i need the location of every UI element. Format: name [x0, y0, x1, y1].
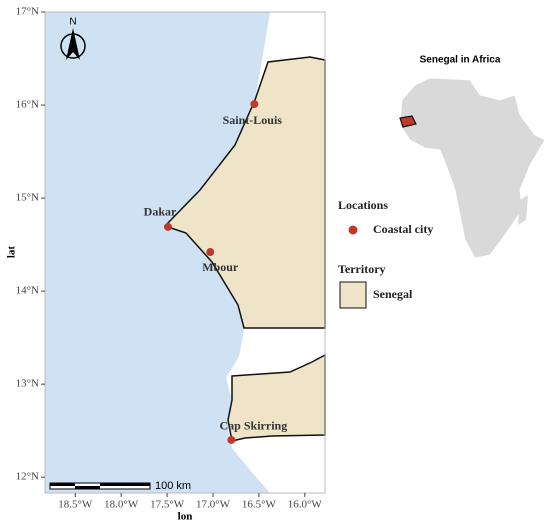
inset-title: Senegal in Africa: [420, 55, 501, 66]
y-axis-title: lat: [6, 246, 18, 259]
africa: [399, 77, 546, 259]
x-tick-label: 18.5°W: [58, 499, 93, 511]
x-tick-label: 17.0°W: [196, 499, 231, 511]
north-label: N: [69, 17, 76, 28]
city-label: Mbour: [202, 260, 239, 274]
city-point: [227, 435, 236, 444]
city-label: Saint-Louis: [223, 113, 283, 127]
plot-frame: [44, 11, 326, 494]
legend-label: Coastal city: [373, 222, 433, 236]
madagascar: [518, 195, 528, 225]
city-label: Dakar: [144, 205, 177, 219]
x-axis-title: lon: [178, 511, 193, 523]
legend-title: Locations: [338, 198, 388, 212]
gambia: [232, 330, 325, 375]
y-tick-label: 16°N: [16, 99, 39, 111]
city-label: Cap Skirring: [220, 419, 288, 433]
x-tick-label: 16.5°W: [242, 499, 277, 511]
city-point: [250, 100, 259, 109]
senegal-south: [227, 353, 326, 442]
north-arrow: N: [60, 17, 86, 60]
y-tick-label: 12°N: [16, 471, 39, 483]
scale-label: 100 km: [155, 480, 191, 492]
inset-senegal: [399, 115, 417, 128]
y-tick-label: 17°N: [16, 6, 39, 18]
city-point: [164, 222, 173, 231]
x-tick-label: 17.5°W: [150, 499, 185, 511]
city-point: [206, 248, 215, 257]
legend-title: Territory: [338, 262, 386, 276]
y-tick-label: 13°N: [16, 378, 39, 390]
y-tick-label: 14°N: [16, 285, 39, 297]
x-tick-label: 16.0°W: [288, 499, 323, 511]
scale-bar: 100 km: [49, 480, 191, 492]
legend-swatch: [339, 281, 367, 309]
x-tick-label: 18.0°W: [104, 499, 139, 511]
legend-point: [348, 225, 358, 235]
senegal-north: [163, 56, 326, 329]
y-tick-label: 15°N: [16, 192, 39, 204]
legend-label: Senegal: [373, 287, 413, 301]
